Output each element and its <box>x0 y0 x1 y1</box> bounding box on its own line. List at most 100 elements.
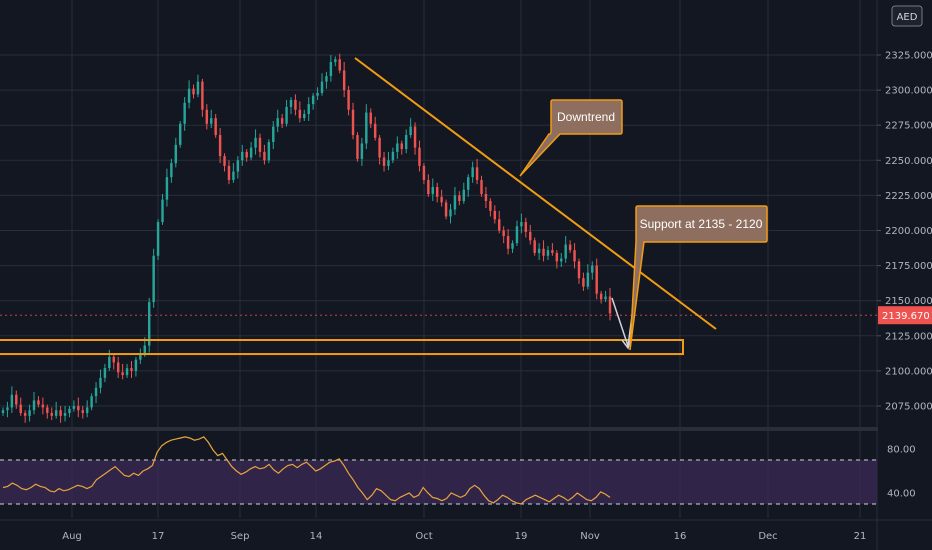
candle-body <box>294 99 297 110</box>
candle-body <box>387 160 390 166</box>
candle-body <box>382 157 386 166</box>
candle-body <box>342 70 346 91</box>
candle-body <box>515 226 519 244</box>
candle-body <box>276 118 279 127</box>
candle-body <box>170 163 173 178</box>
support-zone <box>0 339 684 356</box>
candle-body <box>289 99 293 107</box>
candle-body <box>6 407 9 411</box>
candle-body <box>560 258 563 262</box>
candle-body <box>112 356 115 363</box>
candle-body <box>498 219 501 231</box>
x-tick-label: 21 <box>854 531 867 542</box>
candle-body <box>595 265 598 294</box>
candle-body <box>440 196 443 203</box>
candle-body <box>46 407 49 414</box>
candle-body <box>241 151 244 161</box>
candle-body <box>484 193 488 202</box>
candle-body <box>130 368 133 371</box>
last-price-label: 2139.670 <box>882 311 930 322</box>
candle-body <box>245 151 248 158</box>
rsi-band-layer <box>0 459 877 505</box>
candle-body <box>599 293 603 300</box>
y-tick-label: 2100.000 <box>885 366 932 377</box>
callout-support-label: Support at 2135 - 2120 <box>640 217 763 231</box>
candle-body <box>1 410 5 414</box>
rsi-tick-label: 40.00 <box>887 489 916 500</box>
candle-body <box>28 410 31 416</box>
candle-body <box>582 278 585 287</box>
candle-body <box>604 296 607 300</box>
annotation-layer: Downtrend Support at 2135 - 2120 <box>0 57 877 356</box>
candle-body <box>258 137 262 152</box>
candle-body <box>471 167 474 178</box>
candle-body <box>192 88 195 95</box>
candle-body <box>475 167 479 180</box>
candle-body <box>81 410 84 414</box>
candle-body <box>254 137 257 148</box>
candle-body <box>334 59 337 63</box>
candle-body <box>533 240 536 253</box>
candle-body <box>37 400 40 405</box>
x-tick-label: 19 <box>515 531 528 542</box>
candle-body <box>19 404 22 414</box>
x-tick-label: Nov <box>580 531 600 542</box>
candle-body <box>134 359 138 371</box>
candle-body <box>591 265 594 273</box>
candle-body <box>444 202 448 217</box>
candle-body <box>165 177 169 200</box>
candle-body <box>108 356 111 369</box>
x-tick-label: Sep <box>231 531 250 542</box>
candle-body <box>85 407 89 414</box>
candle-body <box>555 252 559 262</box>
candle-body <box>586 272 590 287</box>
candle-body <box>280 118 284 124</box>
candle-body <box>365 112 368 144</box>
candle-body <box>263 151 266 161</box>
candle-body <box>453 195 457 210</box>
candle-body <box>201 81 204 110</box>
candle-body <box>311 95 315 105</box>
candle-body <box>391 151 395 161</box>
candle-body <box>15 394 18 405</box>
candle-body <box>577 261 581 279</box>
candle-body <box>94 387 98 397</box>
candle-body <box>329 62 333 77</box>
candle-body <box>232 171 235 180</box>
candle-body <box>218 135 222 157</box>
candle-body <box>99 377 102 388</box>
candle-body <box>347 90 350 110</box>
y-tick-label: 2300.000 <box>885 86 932 97</box>
candle-body <box>210 118 213 124</box>
candle-body <box>156 222 160 256</box>
candle-body <box>502 230 505 237</box>
candle-body <box>205 109 209 124</box>
candle-body <box>90 396 93 408</box>
candle-body <box>307 104 310 114</box>
candle-body <box>537 248 541 253</box>
candle-body <box>449 209 452 217</box>
candle-body <box>223 156 226 166</box>
candle-body <box>546 250 550 256</box>
candle-body <box>409 126 412 136</box>
callout-downtrend: Downtrend <box>519 99 623 177</box>
candle-body <box>236 160 240 172</box>
candle-body <box>404 135 408 150</box>
callout-downtrend-box <box>519 99 623 177</box>
candle-body <box>125 368 129 376</box>
candle-body <box>147 302 151 346</box>
candle-body <box>529 231 532 241</box>
y-tick-label: 2225.000 <box>885 191 932 202</box>
right-axis-bg <box>878 0 932 550</box>
candle-body <box>493 210 497 220</box>
currency-badge[interactable]: AED <box>891 5 923 27</box>
x-tick-label: 16 <box>674 531 687 542</box>
candle-body <box>524 222 528 232</box>
callout-support-box <box>629 205 768 351</box>
candle-body <box>152 255 155 303</box>
candle-body <box>23 413 27 416</box>
candle-body <box>427 179 430 194</box>
candle-body <box>360 143 364 159</box>
